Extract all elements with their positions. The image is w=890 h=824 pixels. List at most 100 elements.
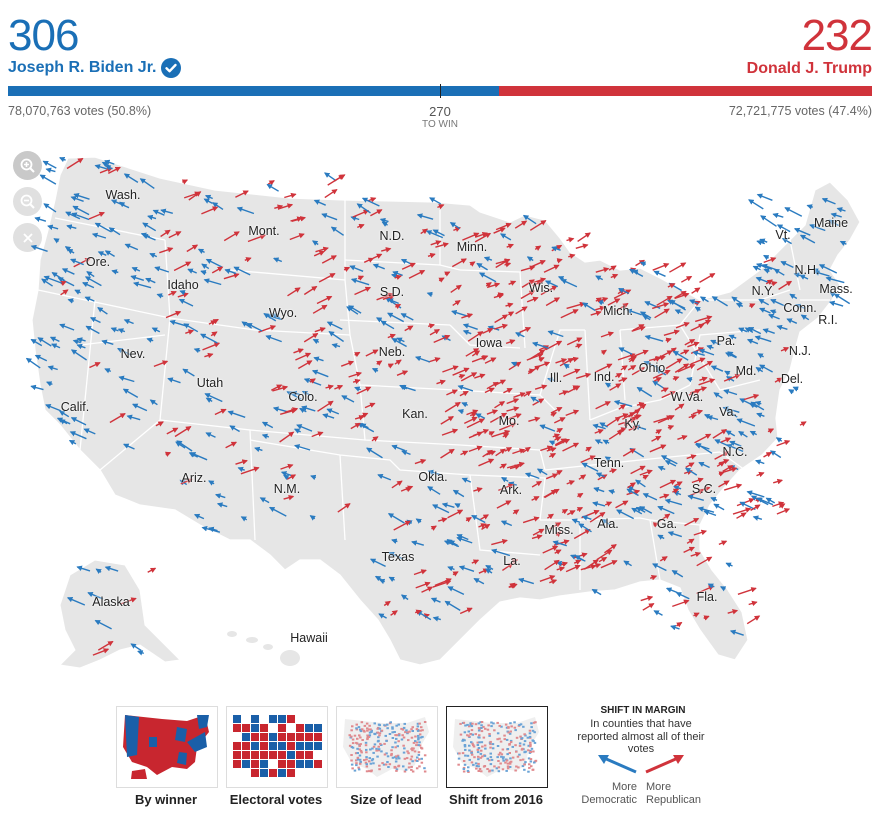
county-shift-arrow-dem (53, 238, 60, 244)
county-shift-arrow-dem (427, 469, 442, 476)
county-shift-arrow-dem (350, 215, 360, 222)
thumbnail-dot (370, 731, 373, 733)
county-shift-arrow-dem (738, 430, 748, 438)
reset-zoom-button[interactable] (13, 223, 42, 252)
county-shift-arrow-rep (687, 341, 700, 348)
electoral-vote-block (242, 742, 250, 750)
thumbnail-dot (402, 736, 406, 739)
county-shift-arrow-dem (748, 199, 764, 210)
thumbnail-dot (350, 759, 353, 762)
county-shift-arrow-dem (152, 209, 165, 216)
thumbnail-dot (353, 769, 357, 772)
county-shift-arrow-dem (91, 232, 107, 239)
thumbnail-dot (509, 741, 513, 744)
county-shift-arrow-rep (545, 297, 561, 307)
county-shift-arrow-rep (363, 257, 375, 263)
zoom-in-button[interactable] (13, 151, 42, 180)
thumbnail-dot (420, 746, 423, 749)
county-shift-arrow-dem (259, 497, 270, 504)
county-shift-arrow-rep (640, 595, 654, 602)
thumbnail-dot (478, 734, 481, 737)
thumbnail-dot (459, 733, 463, 736)
thumbnail-dot (511, 756, 515, 759)
county-shift-arrow-rep (383, 600, 391, 607)
thumbnail-dot (396, 755, 400, 758)
thumbnail-dot (467, 735, 471, 738)
thumbnail-dot (523, 768, 526, 771)
view-by-winner-thumbnail[interactable] (116, 706, 218, 788)
thumbnail-dot (527, 744, 530, 747)
thumbnail-dot (357, 726, 361, 729)
thumbnail-dot (469, 733, 472, 736)
county-shift-arrow-rep (631, 367, 646, 376)
legend-dem-line1: More (611, 781, 637, 793)
thumbnail-dot (531, 768, 535, 771)
thumbnail-dot (461, 752, 465, 755)
view-label-shift-from-2016[interactable]: Shift from 2016 (449, 792, 543, 807)
county-shift-arrow-rep (676, 621, 683, 628)
county-shift-arrow-rep (616, 302, 629, 312)
county-shift-arrow-rep (778, 503, 786, 509)
county-shift-arrow-dem (768, 313, 780, 320)
state-label-ark: Ark. (499, 483, 523, 497)
thumbnail-dot (505, 738, 509, 741)
county-shift-arrow-dem (671, 570, 684, 578)
county-shift-arrow-rep (357, 223, 365, 230)
county-shift-arrow-dem (643, 360, 660, 369)
county-shift-arrow-dem (836, 207, 846, 213)
county-shift-arrow-rep (547, 513, 554, 520)
zoom-out-button[interactable] (13, 187, 42, 216)
view-size-of-lead-thumbnail[interactable] (336, 706, 438, 788)
state-label-ore: Ore. (85, 255, 111, 269)
county-shift-arrow-rep (545, 473, 559, 480)
county-shift-arrow-dem (183, 323, 199, 333)
state-label-ala: Ala. (597, 517, 619, 531)
thumbnail-dot (528, 729, 532, 732)
thumbnail-dot (526, 736, 530, 739)
county-shift-arrow-dem (664, 460, 677, 467)
county-shift-arrow-rep (550, 406, 563, 414)
view-electoral-votes-thumbnail[interactable] (226, 706, 328, 788)
view-label-by-winner[interactable]: By winner (134, 792, 198, 807)
view-label-electoral-votes[interactable]: Electoral votes (229, 792, 323, 807)
county-shift-arrow-dem (809, 223, 826, 232)
thumbnail-dot (373, 743, 377, 746)
map-electoral-votes-thumbnail (233, 715, 322, 777)
county-shift-arrow-rep (235, 459, 248, 465)
electoral-vote-bar (8, 86, 872, 96)
county-shift-arrow-rep (478, 458, 495, 467)
county-shift-arrow-dem (657, 465, 666, 472)
county-shift-arrow-dem (212, 202, 224, 210)
thumbnail-dot (521, 758, 525, 761)
thumbnail-dot (380, 729, 384, 732)
view-shift-from-2016-thumbnail[interactable] (446, 706, 548, 788)
thumbnail-dot (366, 727, 369, 730)
county-shift-arrow-rep (542, 545, 559, 554)
thumbnail-dot (505, 759, 509, 762)
thumbnail-dot (490, 758, 494, 761)
view-label-size-of-lead[interactable]: Size of lead (350, 792, 422, 807)
thumbnail-dot (480, 730, 484, 733)
thumbnail-dot (406, 731, 410, 734)
county-shift-arrow-rep (736, 512, 747, 519)
county-shift-arrow-dem (789, 293, 798, 300)
county-shift-arrow-rep (556, 566, 565, 572)
thumbnail-dot (416, 760, 419, 762)
county-shift-arrow-rep (727, 609, 739, 615)
thumbnail-dot (475, 765, 479, 767)
county-shift-arrow-dem (478, 272, 497, 283)
thumbnail-dot (377, 736, 380, 739)
electoral-vote-block (296, 733, 304, 741)
us-county-shift-map[interactable] (0, 140, 890, 690)
county-shift-arrow-dem (752, 515, 763, 521)
state-label-kan: Kan. (402, 407, 428, 421)
thumbnail-dot (348, 744, 352, 747)
county-shift-arrow-rep (520, 290, 536, 300)
county-shift-arrow-rep (672, 599, 690, 608)
county-shift-arrow-dem (356, 203, 371, 214)
electoral-vote-block (251, 733, 259, 741)
county-shift-arrow-dem (429, 197, 442, 205)
county-shift-arrow-rep (420, 228, 429, 235)
county-shift-arrow-dem (829, 291, 836, 298)
county-shift-arrow-rep (608, 430, 624, 440)
